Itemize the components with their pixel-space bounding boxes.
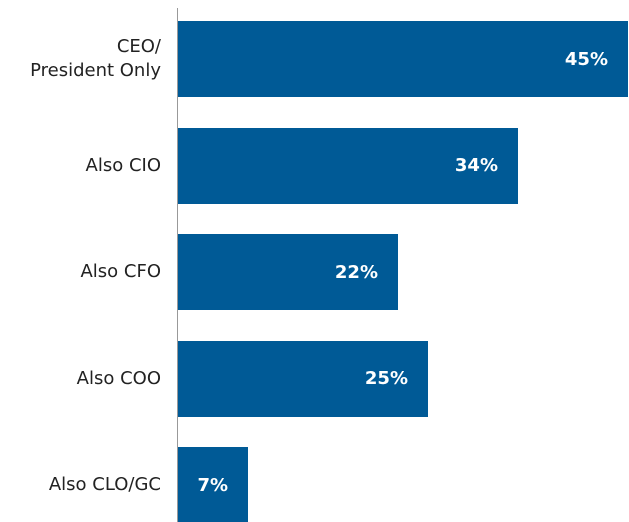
value-label: 25% xyxy=(364,368,408,389)
value-label: 7% xyxy=(197,474,228,496)
y-axis-line xyxy=(177,8,178,522)
bar xyxy=(178,234,398,310)
value-label: 22% xyxy=(334,261,378,283)
bar xyxy=(178,447,248,522)
value-label: 34% xyxy=(454,155,498,176)
bar xyxy=(178,127,518,204)
category-label: Also CFO xyxy=(80,261,161,282)
bar xyxy=(178,21,628,97)
category-label: CEO/ President Only xyxy=(30,36,161,81)
value-label: 45% xyxy=(564,48,608,70)
category-label: Also CLO/GC xyxy=(48,474,161,495)
category-label: Also CIO xyxy=(85,154,161,176)
bar xyxy=(178,340,428,417)
category-label: Also COO xyxy=(76,367,161,389)
